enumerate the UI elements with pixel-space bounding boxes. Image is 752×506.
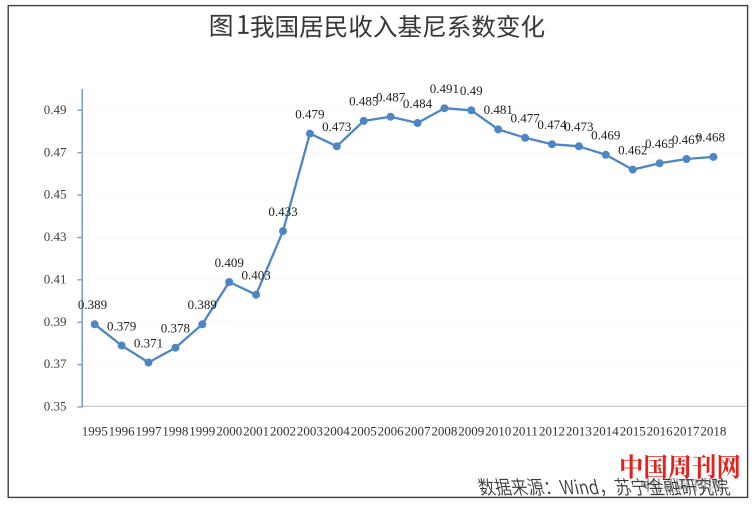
svg-text:2006: 2006 — [378, 424, 405, 439]
svg-text:0.491: 0.491 — [430, 81, 459, 96]
svg-text:0.49: 0.49 — [460, 83, 483, 98]
svg-text:e: e — [643, 477, 650, 493]
svg-text:2003: 2003 — [297, 424, 323, 439]
svg-text:1999: 1999 — [189, 424, 215, 439]
svg-text:2015: 2015 — [620, 424, 646, 439]
svg-text:2002: 2002 — [270, 424, 296, 439]
svg-text:2000: 2000 — [216, 424, 242, 439]
svg-text:2010: 2010 — [485, 424, 511, 439]
svg-text:0.37: 0.37 — [44, 356, 67, 371]
svg-text:0.403: 0.403 — [241, 268, 270, 283]
svg-text:2012: 2012 — [539, 424, 565, 439]
svg-text:0.474: 0.474 — [537, 117, 567, 132]
svg-text:2014: 2014 — [593, 424, 620, 439]
svg-text:0.389: 0.389 — [78, 297, 107, 312]
svg-text:0.39: 0.39 — [44, 314, 67, 329]
svg-text:0.481: 0.481 — [484, 102, 513, 117]
svg-text:0.467: 0.467 — [672, 132, 702, 147]
svg-text:1996: 1996 — [109, 424, 136, 439]
svg-text:0.485: 0.485 — [349, 94, 378, 109]
svg-text:0.379: 0.379 — [107, 318, 136, 333]
svg-text:0.45: 0.45 — [44, 187, 67, 202]
svg-text:0.378: 0.378 — [161, 321, 190, 336]
svg-text:2016: 2016 — [647, 424, 674, 439]
svg-text:1995: 1995 — [82, 424, 108, 439]
svg-text:0.389: 0.389 — [188, 297, 217, 312]
svg-text:0.479: 0.479 — [295, 106, 324, 121]
svg-text:1997: 1997 — [136, 424, 163, 439]
svg-text:0.477: 0.477 — [510, 111, 540, 126]
svg-text:0.433: 0.433 — [268, 204, 297, 219]
svg-text:2001: 2001 — [243, 424, 269, 439]
svg-text:2004: 2004 — [324, 424, 351, 439]
svg-text:0.41: 0.41 — [44, 271, 67, 286]
svg-text:2018: 2018 — [700, 424, 726, 439]
svg-text:0.469: 0.469 — [591, 128, 620, 143]
svg-text:0.47: 0.47 — [44, 144, 67, 159]
svg-text:0.468: 0.468 — [696, 130, 725, 145]
svg-text:0.465: 0.465 — [645, 136, 674, 151]
svg-text:0.49: 0.49 — [44, 102, 67, 117]
svg-text:0.473: 0.473 — [322, 119, 351, 134]
svg-text:2007: 2007 — [405, 424, 432, 439]
svg-text:0.409: 0.409 — [215, 255, 244, 270]
svg-text:0.35: 0.35 — [44, 399, 67, 414]
svg-text:0.43: 0.43 — [44, 229, 67, 244]
svg-text:0.473: 0.473 — [564, 119, 593, 134]
svg-text:2009: 2009 — [458, 424, 484, 439]
svg-text:2005: 2005 — [351, 424, 377, 439]
svg-text:1998: 1998 — [162, 424, 188, 439]
svg-text:0.484: 0.484 — [403, 96, 433, 111]
svg-text:0.371: 0.371 — [134, 335, 163, 350]
svg-text:0.462: 0.462 — [618, 142, 647, 157]
svg-text:2008: 2008 — [431, 424, 457, 439]
svg-text:2011: 2011 — [512, 424, 538, 439]
svg-text:0.487: 0.487 — [376, 90, 406, 105]
svg-text:2017: 2017 — [674, 424, 701, 439]
svg-text:2013: 2013 — [566, 424, 592, 439]
